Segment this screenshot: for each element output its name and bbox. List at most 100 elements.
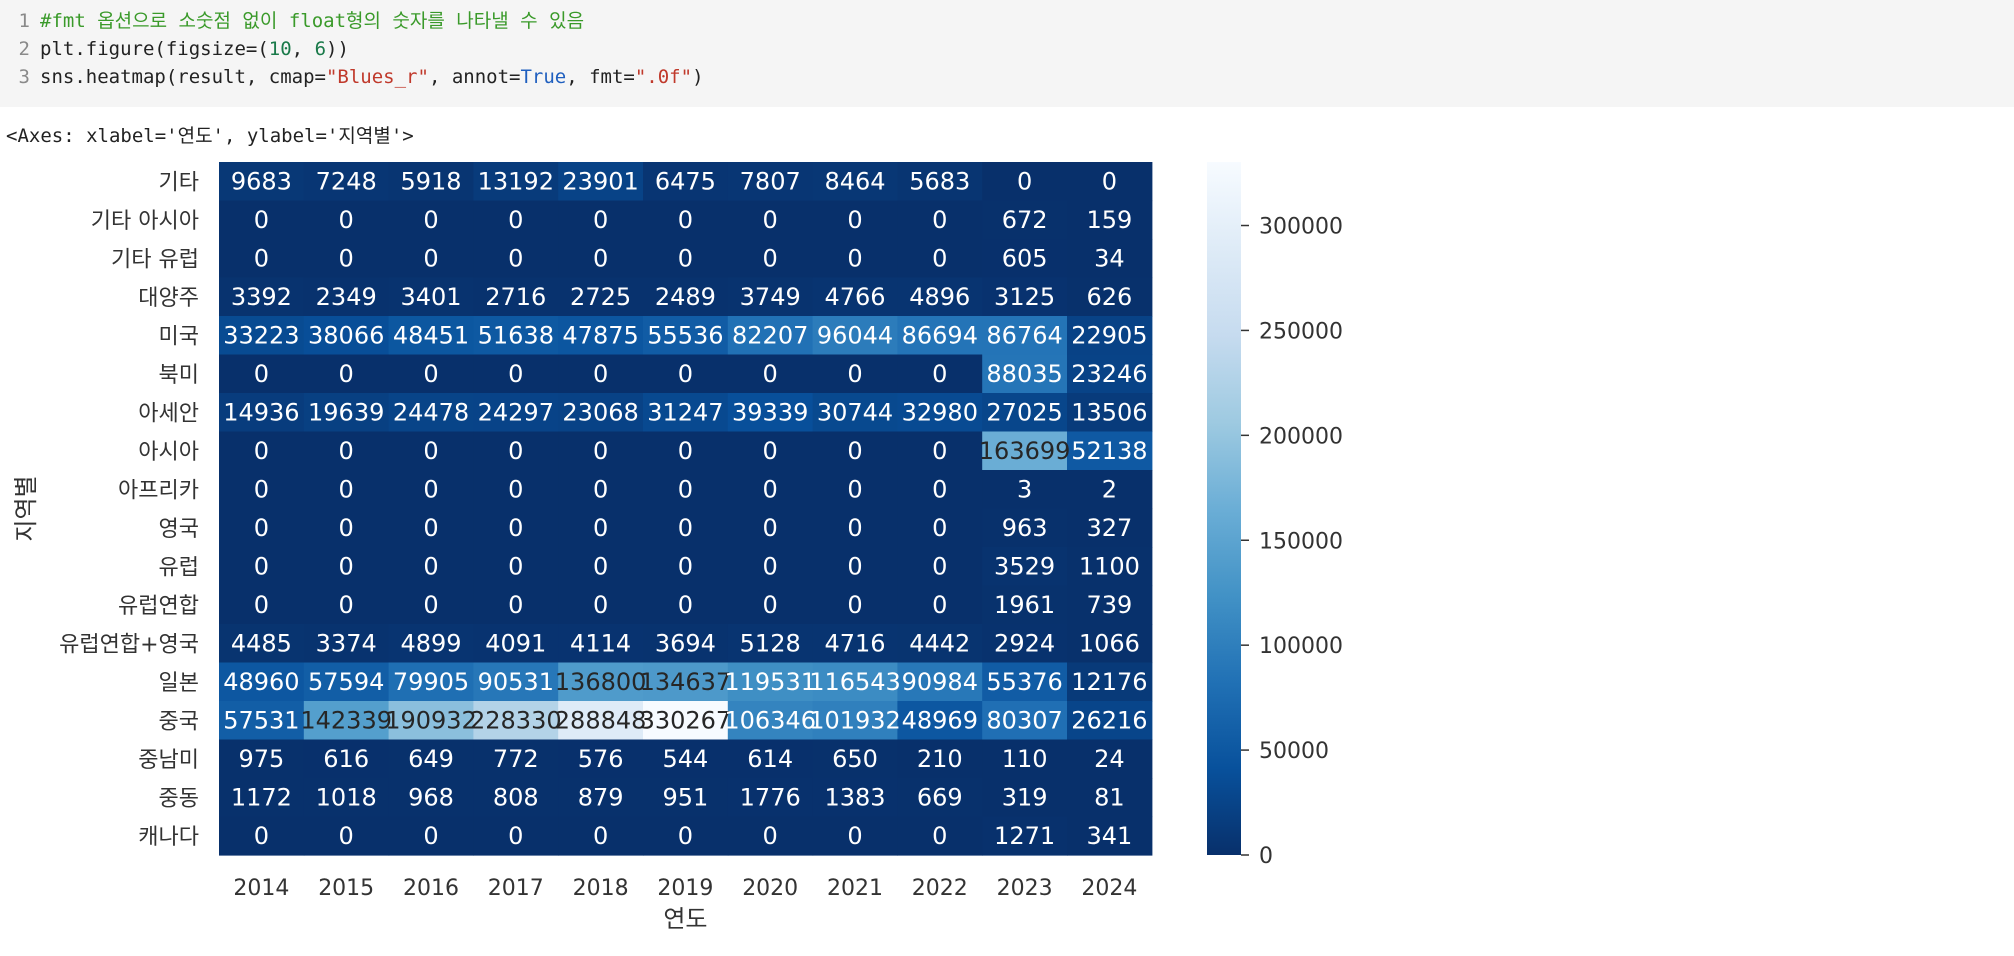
heatmap-cell — [727, 778, 814, 818]
code-cell[interactable]: 1 #fmt 옵션으로 소숫점 없이 float형의 숫자를 나타낼 수 있음 2… — [0, 0, 2014, 107]
x-tick-label: 2019 — [657, 876, 713, 901]
heatmap-cell — [727, 239, 814, 279]
heatmap-cell — [473, 739, 559, 779]
code-text: )) — [326, 38, 349, 60]
heatmap-annotation: 9683 — [231, 167, 292, 195]
heatmap-annotation: 975 — [238, 745, 284, 773]
heatmap-annotation: 106346 — [724, 706, 816, 734]
heatmap-annotation: 0 — [339, 206, 354, 234]
heatmap-cell — [558, 624, 644, 664]
heatmap-cell — [219, 393, 305, 433]
heatmap-cell — [727, 624, 814, 664]
heatmap-cell — [982, 277, 1068, 317]
heatmap-cell — [388, 585, 474, 625]
y-tick-label: 기타 아시아 — [91, 209, 199, 234]
heatmap-cell — [643, 816, 729, 856]
code-text: , fmt= — [566, 66, 635, 88]
heatmap-annotation: 31247 — [647, 398, 723, 426]
heatmap-cell — [558, 431, 644, 471]
heatmap-annotation: 626 — [1086, 283, 1132, 311]
heatmap-cell — [388, 701, 474, 741]
heatmap-cell — [219, 200, 305, 240]
heatmap-annotation: 163699 — [979, 437, 1071, 465]
heatmap-annotation: 330267 — [640, 706, 732, 734]
heatmap-annotation: 48960 — [223, 668, 299, 696]
heatmap-annotation: 614 — [747, 745, 793, 773]
heatmap-annotation: 101932 — [809, 706, 901, 734]
heatmap-cell — [982, 162, 1068, 202]
heatmap-cell — [812, 624, 898, 664]
heatmap-cell — [473, 624, 559, 664]
heatmap-cell — [897, 239, 983, 279]
heatmap-annotation: 1100 — [1079, 552, 1140, 580]
heatmap-annotation: 136800 — [555, 668, 647, 696]
heatmap-annotation: 0 — [847, 475, 862, 503]
heatmap-annotation: 0 — [508, 514, 523, 542]
heatmap-cell — [982, 316, 1068, 356]
heatmap-cell — [812, 354, 898, 394]
code-text: sns.heatmap(result, cmap= — [40, 66, 326, 88]
heatmap-annotation: 55376 — [986, 668, 1062, 696]
y-tick-label: 유럽 — [159, 555, 199, 580]
y-tick-label: 미국 — [159, 324, 199, 349]
heatmap-cell — [643, 431, 729, 471]
heatmap-cell — [982, 508, 1068, 548]
heatmap-annotation: 4899 — [400, 629, 461, 657]
heatmap-cell — [897, 508, 983, 548]
heatmap-cell — [388, 393, 474, 433]
heatmap-cell — [473, 470, 559, 510]
heatmap-cell — [982, 470, 1068, 510]
heatmap-cell — [727, 547, 814, 587]
heatmap-annotation: 0 — [508, 822, 523, 850]
y-tick-label: 유럽연합+영국 — [59, 632, 199, 657]
heatmap-cell — [388, 508, 474, 548]
heatmap-annotation: 22905 — [1071, 321, 1147, 349]
colorbar-tick-label: 0 — [1259, 844, 1273, 869]
heatmap-cell — [219, 162, 305, 202]
heatmap-annotation: 0 — [678, 244, 693, 272]
heatmap-annotation: 0 — [254, 552, 269, 580]
heatmap-annotation: 0 — [339, 244, 354, 272]
x-tick-labels: 2014 2015 2016 2017 2018 2019 2020 2021 2022 2023… — [233, 876, 1137, 901]
heatmap-annotation: 0 — [847, 437, 862, 465]
heatmap-annotation: 0 — [847, 591, 862, 619]
heatmap-cell — [219, 816, 305, 856]
heatmap-annotation: 0 — [763, 591, 778, 619]
heatmap-annotation: 0 — [593, 552, 608, 580]
heatmap-cell — [812, 277, 898, 317]
heatmap-annotation: 1271 — [994, 822, 1055, 850]
heatmap-annotation: 210 — [917, 745, 963, 773]
heatmap-annotation: 12176 — [1071, 668, 1147, 696]
heatmap-cell — [897, 778, 983, 818]
heatmap-cell — [1067, 508, 1153, 548]
heatmap-annotation: 228330 — [470, 706, 562, 734]
heatmap-annotation: 808 — [493, 783, 539, 811]
heatmap-cell — [643, 547, 729, 587]
heatmap-annotation: 90984 — [902, 668, 978, 696]
heatmap-annotation: 3749 — [740, 283, 801, 311]
heatmap-annotation: 2349 — [316, 283, 377, 311]
heatmap-cell — [1067, 739, 1153, 779]
heatmap-cell — [897, 547, 983, 587]
heatmap-cell — [643, 316, 729, 356]
heatmap-annotation: 4716 — [824, 629, 885, 657]
heatmap-cell — [473, 393, 559, 433]
x-tick-label: 2024 — [1081, 876, 1137, 901]
y-tick-label: 일본 — [159, 671, 199, 696]
heatmap-cell — [473, 508, 559, 548]
heatmap-cell — [982, 431, 1068, 471]
heatmap-annotation: 0 — [847, 552, 862, 580]
colorbar-tick-label: 300000 — [1259, 215, 1343, 240]
heatmap-annotation: 190932 — [385, 706, 477, 734]
heatmap-annotation: 34 — [1094, 244, 1125, 272]
heatmap-annotation: 0 — [339, 360, 354, 388]
heatmap-annotation: 0 — [847, 244, 862, 272]
line-number: 3 — [18, 66, 30, 88]
heatmap-annotation: 57594 — [308, 668, 384, 696]
heatmap-cell — [812, 316, 898, 356]
heatmap-cell — [1067, 662, 1153, 702]
heatmap-cell — [643, 354, 729, 394]
y-tick-label: 대양주 — [138, 286, 199, 311]
heatmap-cell — [982, 393, 1068, 433]
heatmap-annotation: 0 — [678, 437, 693, 465]
